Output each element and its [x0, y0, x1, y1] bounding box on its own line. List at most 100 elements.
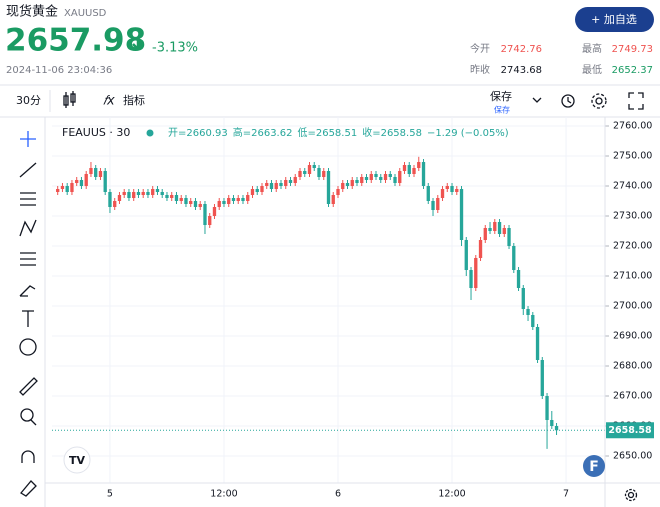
- candle-body: [60, 186, 65, 189]
- candle-body: [374, 174, 378, 177]
- candle-body: [279, 183, 283, 186]
- candle-body: [288, 180, 293, 183]
- candle-body: [151, 189, 155, 195]
- candle-body: [402, 165, 407, 171]
- change: -3.13%: [152, 41, 198, 56]
- fx-icon[interactable]: 𝑓x: [103, 94, 115, 109]
- candle-body: [146, 192, 150, 195]
- candle-body: [193, 201, 198, 207]
- indicators[interactable]: 指标: [123, 93, 145, 107]
- stat-value: 2652.37: [612, 65, 653, 76]
- chevron[interactable]: [532, 97, 542, 103]
- candle-body: [545, 396, 549, 420]
- x-tick-label: 6: [335, 489, 341, 500]
- y-tick-label: 2680.00: [613, 361, 652, 372]
- chart-title: FEAUUS · 30: [62, 126, 130, 139]
- candle-body: [307, 165, 312, 174]
- candle-body: [341, 183, 345, 189]
- asset-name: 现货黄金: [6, 4, 58, 20]
- settings-icon[interactable]: [591, 93, 607, 109]
- candle-body: [122, 192, 126, 195]
- candle-body: [75, 180, 79, 183]
- y-tick-label: 2670.00: [613, 391, 652, 402]
- candle-body: [117, 195, 122, 201]
- down-arrow: [132, 38, 144, 51]
- y-tick-label: 2720.00: [613, 241, 652, 252]
- alert-icon[interactable]: [561, 94, 575, 108]
- stat-value: 2743.68: [501, 65, 542, 76]
- candle-body: [407, 165, 411, 174]
- candle-body: [103, 171, 107, 192]
- f-logo[interactable]: [583, 455, 605, 477]
- price: 2657.98: [5, 23, 146, 59]
- candle-body: [493, 222, 497, 231]
- candle-body: [464, 240, 468, 270]
- stat-value: 2742.76: [501, 44, 542, 55]
- axis-settings[interactable]: [624, 488, 638, 502]
- candle-body: [179, 198, 183, 201]
- candle-body: [355, 180, 359, 183]
- candle-body: [260, 186, 264, 192]
- candle-body: [165, 195, 169, 198]
- candle-body: [345, 183, 350, 186]
- candle-body: [554, 426, 559, 431]
- candle-body: [488, 228, 492, 231]
- ohlc-legend: 低=2658.51: [297, 126, 357, 139]
- watch-button-label[interactable]: + 加自选: [591, 13, 637, 26]
- y-tick-label: 2730.00: [613, 211, 652, 222]
- last-price-box: [606, 422, 654, 439]
- candle-body: [393, 177, 397, 183]
- ohlc-legend: 收=2658.58: [362, 126, 422, 139]
- candle-body: [483, 228, 487, 240]
- candle-body: [56, 189, 60, 192]
- candle-body: [512, 246, 516, 270]
- watch-button[interactable]: [575, 7, 654, 32]
- candle-body: [184, 198, 188, 204]
- candle-body: [379, 177, 383, 180]
- fullscreen-icon[interactable]: [628, 92, 644, 110]
- candle-body: [198, 204, 202, 207]
- candle-body: [426, 186, 430, 201]
- candle-icon[interactable]: [63, 91, 76, 108]
- candle-body: [212, 207, 217, 216]
- f-logo-mark: F: [589, 459, 599, 475]
- interval[interactable]: 30分: [16, 94, 41, 107]
- candle-body: [189, 201, 193, 204]
- save[interactable]: 保存: [490, 89, 512, 103]
- candle-body: [255, 189, 259, 192]
- candle-body: [322, 171, 326, 177]
- candle-body: [550, 420, 554, 426]
- candle-body: [222, 201, 226, 204]
- candle-body: [241, 198, 245, 201]
- candle-body: [155, 189, 160, 192]
- y-tick-label: 2690.00: [613, 331, 652, 342]
- candle-body: [507, 228, 511, 246]
- tv-logo-mark: TV: [69, 454, 86, 467]
- candle-body: [364, 177, 369, 180]
- timestamp: 2024-11-06 23:04:36: [6, 65, 112, 76]
- candle-body: [174, 195, 179, 201]
- candle-body: [141, 192, 145, 195]
- x-tick-label: 5: [107, 489, 113, 500]
- stat-value: 2749.73: [612, 44, 653, 55]
- stat-label: 最低: [582, 63, 602, 76]
- candle-body: [398, 171, 402, 183]
- drawing-tools[interactable]: [19, 131, 38, 497]
- candle-body: [331, 195, 335, 204]
- candle-body: [383, 174, 388, 180]
- candle-body: [431, 201, 435, 210]
- y-tick-label: 2750.00: [613, 151, 652, 162]
- candle-body: [208, 216, 212, 225]
- candle-body: [236, 198, 240, 201]
- candle-body: [203, 204, 207, 225]
- y-tick-label: 2760.00: [613, 121, 652, 132]
- tv-logo[interactable]: [63, 446, 91, 474]
- candle-body: [79, 180, 84, 186]
- x-tick-label: 12:00: [438, 489, 465, 500]
- status-dot: [146, 129, 154, 137]
- candle-body: [269, 183, 274, 189]
- candle-body: [265, 183, 269, 186]
- ohlc-legend: −1.29 (−0.05%): [427, 128, 509, 139]
- x-tick-label: 12:00: [210, 489, 237, 500]
